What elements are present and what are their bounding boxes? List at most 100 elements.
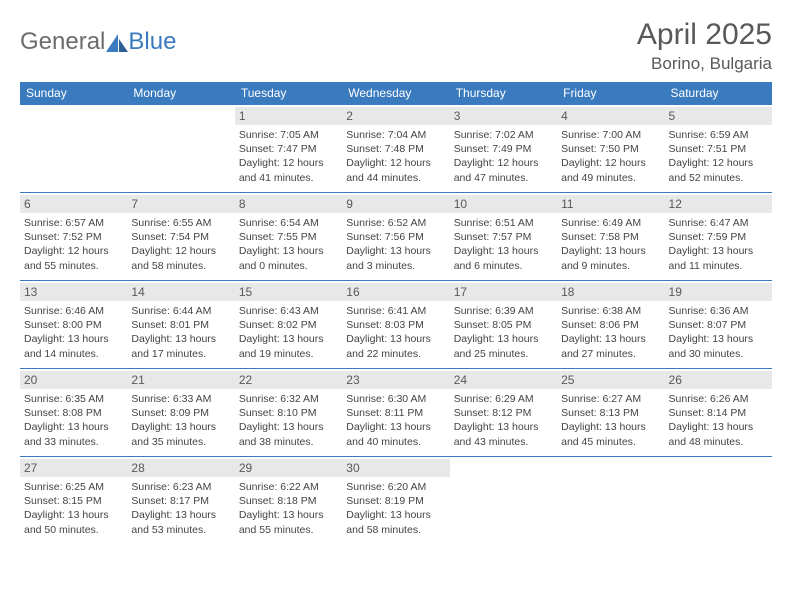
day-number: 8 (235, 195, 342, 213)
day-cell: 6 Sunrise: 6:57 AMSunset: 7:52 PMDaylight… (20, 193, 127, 281)
day-body: Sunrise: 6:59 AMSunset: 7:51 PMDaylight:… (669, 128, 768, 185)
logo: General Blue (20, 18, 176, 56)
day-body: Sunrise: 7:04 AMSunset: 7:48 PMDaylight:… (346, 128, 445, 185)
day-number: 28 (127, 459, 234, 477)
day-cell: 8 Sunrise: 6:54 AMSunset: 7:55 PMDaylight… (235, 193, 342, 281)
day-body: Sunrise: 6:57 AMSunset: 7:52 PMDaylight:… (24, 216, 123, 273)
day-cell: 11Sunrise: 6:49 AMSunset: 7:58 PMDayligh… (557, 193, 664, 281)
day-body: Sunrise: 6:46 AMSunset: 8:00 PMDaylight:… (24, 304, 123, 361)
day-body: Sunrise: 6:20 AMSunset: 8:19 PMDaylight:… (346, 480, 445, 537)
day-cell: 7 Sunrise: 6:55 AMSunset: 7:54 PMDaylight… (127, 193, 234, 281)
calendar-table: Sunday Monday Tuesday Wednesday Thursday… (20, 82, 772, 545)
day-cell: 16 Sunrise: 6:41 AMSunset: 8:03 PMDayligh… (342, 281, 449, 369)
day-cell: 18Sunrise: 6:38 AMSunset: 8:06 PMDayligh… (557, 281, 664, 369)
month-title: April 2025 (637, 18, 772, 52)
day-cell: 27 Sunrise: 6:25 AMSunset: 8:15 PMDayligh… (20, 457, 127, 545)
day-body: Sunrise: 6:51 AMSunset: 7:57 PMDaylight:… (454, 216, 553, 273)
day-cell (127, 105, 234, 193)
day-cell: 23Sunrise: 6:30 AMSunset: 8:11 PMDayligh… (342, 369, 449, 457)
day-body: Sunrise: 6:41 AMSunset: 8:03 PMDaylight:… (346, 304, 445, 361)
day-header-monday: Monday (127, 82, 234, 105)
day-cell: 9 Sunrise: 6:52 AMSunset: 7:56 PMDaylight… (342, 193, 449, 281)
day-number: 14 (127, 283, 234, 301)
day-number: 9 (342, 195, 449, 213)
day-body: Sunrise: 6:33 AMSunset: 8:09 PMDaylight:… (131, 392, 230, 449)
day-cell: 29 Sunrise: 6:22 AMSunset: 8:18 PMDayligh… (235, 457, 342, 545)
day-body: Sunrise: 6:35 AMSunset: 8:08 PMDaylight:… (24, 392, 123, 449)
day-body: Sunrise: 7:02 AMSunset: 7:49 PMDaylight:… (454, 128, 553, 185)
day-number: 24 (450, 371, 557, 389)
day-body: Sunrise: 7:05 AMSunset: 7:47 PMDaylight:… (239, 128, 338, 185)
day-body: Sunrise: 6:47 AMSunset: 7:59 PMDaylight:… (669, 216, 768, 273)
day-cell: 28Sunrise: 6:23 AMSunset: 8:17 PMDayligh… (127, 457, 234, 545)
title-block: April 2025 Borino, Bulgaria (637, 18, 772, 74)
day-body: Sunrise: 6:25 AMSunset: 8:15 PMDaylight:… (24, 480, 123, 537)
day-body: Sunrise: 6:49 AMSunset: 7:58 PMDaylight:… (561, 216, 660, 273)
day-cell: 14 Sunrise: 6:44 AMSunset: 8:01 PMDayligh… (127, 281, 234, 369)
day-number: 1 (235, 107, 342, 125)
day-cell (557, 457, 664, 545)
day-number: 12 (665, 195, 772, 213)
day-number: 10 (450, 195, 557, 213)
day-cell: 4Sunrise: 7:00 AMSunset: 7:50 PMDaylight… (557, 105, 664, 193)
day-number: 15 (235, 283, 342, 301)
day-body: Sunrise: 6:36 AMSunset: 8:07 PMDaylight:… (669, 304, 768, 361)
day-number: 20 (20, 371, 127, 389)
day-cell: 20 Sunrise: 6:35 AMSunset: 8:08 PMDayligh… (20, 369, 127, 457)
day-cell (450, 457, 557, 545)
day-header-thursday: Thursday (450, 82, 557, 105)
week-row: 6 Sunrise: 6:57 AMSunset: 7:52 PMDaylight… (20, 193, 772, 281)
day-body: Sunrise: 6:43 AMSunset: 8:02 PMDaylight:… (239, 304, 338, 361)
day-cell: 26Sunrise: 6:26 AMSunset: 8:14 PMDayligh… (665, 369, 772, 457)
day-number: 21 (127, 371, 234, 389)
day-body: Sunrise: 7:00 AMSunset: 7:50 PMDaylight:… (561, 128, 660, 185)
logo-sail-icon (106, 34, 128, 52)
day-number: 16 (342, 283, 449, 301)
logo-text-blue: Blue (128, 28, 176, 56)
day-number: 19 (665, 283, 772, 301)
day-body: Sunrise: 6:54 AMSunset: 7:55 PMDaylight:… (239, 216, 338, 273)
day-cell: 12 Sunrise: 6:47 AMSunset: 7:59 PMDayligh… (665, 193, 772, 281)
day-cell (665, 457, 772, 545)
day-number: 29 (235, 459, 342, 477)
week-row: 1 Sunrise: 7:05 AMSunset: 7:47 PMDaylight… (20, 105, 772, 193)
day-number: 17 (450, 283, 557, 301)
day-cell: 21 Sunrise: 6:33 AMSunset: 8:09 PMDayligh… (127, 369, 234, 457)
day-number: 6 (20, 195, 127, 213)
logo-text-general: General (20, 28, 105, 56)
week-row: 20 Sunrise: 6:35 AMSunset: 8:08 PMDayligh… (20, 369, 772, 457)
header: General Blue April 2025 Borino, Bulgaria (20, 18, 772, 74)
day-body: Sunrise: 6:30 AMSunset: 8:11 PMDaylight:… (346, 392, 445, 449)
day-header-row: Sunday Monday Tuesday Wednesday Thursday… (20, 82, 772, 105)
day-cell: 19 Sunrise: 6:36 AMSunset: 8:07 PMDayligh… (665, 281, 772, 369)
day-body: Sunrise: 6:32 AMSunset: 8:10 PMDaylight:… (239, 392, 338, 449)
location: Borino, Bulgaria (637, 54, 772, 74)
day-body: Sunrise: 6:39 AMSunset: 8:05 PMDaylight:… (454, 304, 553, 361)
day-header-sunday: Sunday (20, 82, 127, 105)
day-number: 2 (342, 107, 449, 125)
day-body: Sunrise: 6:52 AMSunset: 7:56 PMDaylight:… (346, 216, 445, 273)
day-number: 7 (127, 195, 234, 213)
day-body: Sunrise: 6:22 AMSunset: 8:18 PMDaylight:… (239, 480, 338, 537)
day-body: Sunrise: 6:44 AMSunset: 8:01 PMDaylight:… (131, 304, 230, 361)
day-header-friday: Friday (557, 82, 664, 105)
day-body: Sunrise: 6:26 AMSunset: 8:14 PMDaylight:… (669, 392, 768, 449)
day-cell: 24 Sunrise: 6:29 AMSunset: 8:12 PMDayligh… (450, 369, 557, 457)
day-body: Sunrise: 6:27 AMSunset: 8:13 PMDaylight:… (561, 392, 660, 449)
day-body: Sunrise: 6:29 AMSunset: 8:12 PMDaylight:… (454, 392, 553, 449)
day-number: 27 (20, 459, 127, 477)
day-header-wednesday: Wednesday (342, 82, 449, 105)
day-cell: 5 Sunrise: 6:59 AMSunset: 7:51 PMDaylight… (665, 105, 772, 193)
calendar-body: 1 Sunrise: 7:05 AMSunset: 7:47 PMDaylight… (20, 105, 772, 545)
day-header-saturday: Saturday (665, 82, 772, 105)
day-body: Sunrise: 6:55 AMSunset: 7:54 PMDaylight:… (131, 216, 230, 273)
day-number: 18 (557, 283, 664, 301)
day-number: 13 (20, 283, 127, 301)
day-cell: 15 Sunrise: 6:43 AMSunset: 8:02 PMDayligh… (235, 281, 342, 369)
day-cell: 1 Sunrise: 7:05 AMSunset: 7:47 PMDaylight… (235, 105, 342, 193)
day-header-tuesday: Tuesday (235, 82, 342, 105)
day-cell: 2 Sunrise: 7:04 AMSunset: 7:48 PMDaylight… (342, 105, 449, 193)
day-number: 5 (665, 107, 772, 125)
day-number: 22 (235, 371, 342, 389)
day-cell: 22 Sunrise: 6:32 AMSunset: 8:10 PMDayligh… (235, 369, 342, 457)
